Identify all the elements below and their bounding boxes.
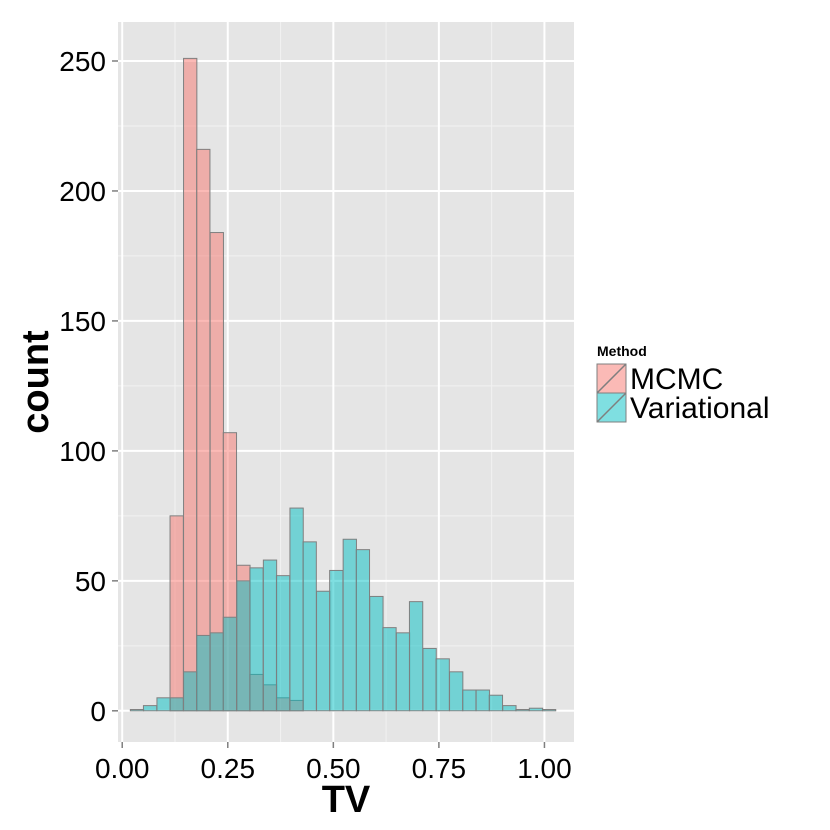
y-tick-label: 150: [59, 306, 106, 337]
histogram-bar: [488, 694, 504, 712]
y-axis-ticks: 0 50 100 150 200 250: [59, 46, 118, 727]
histogram-bar: [502, 705, 517, 712]
legend-title: Method: [597, 343, 647, 359]
histogram-bar: [169, 515, 184, 712]
histogram-bar: [395, 632, 411, 712]
histogram-bar: [183, 57, 198, 712]
histogram-bar: [435, 658, 450, 712]
histogram-bar: [196, 634, 211, 712]
histogram-bar: [475, 689, 490, 712]
histogram-bar: [342, 538, 357, 712]
histogram-bar: [169, 697, 184, 712]
legend-key-slash: [596, 363, 627, 394]
x-axis-title: TV: [322, 779, 371, 821]
y-tick-label: 0: [90, 696, 106, 727]
histogram-bar: [222, 616, 238, 712]
histogram-bar: [209, 632, 224, 712]
histogram-bar: [236, 580, 251, 712]
histogram-bar: [355, 549, 371, 712]
y-tick-label: 200: [59, 176, 106, 207]
histogram-bar: [316, 590, 331, 712]
legend-key-slash: [596, 392, 627, 423]
histogram-bar: [196, 148, 211, 712]
histogram-bar: [422, 647, 437, 712]
histogram-bar: [329, 569, 344, 712]
histogram-bar: [289, 507, 304, 712]
histogram-bar: [408, 601, 424, 712]
x-axis-ticks: 0.00 0.25 0.50 0.75 1.00: [95, 742, 572, 784]
x-tick-label: 0.25: [201, 753, 256, 784]
legend-label: MCMC: [630, 363, 723, 396]
variational-bars: [129, 507, 557, 712]
histogram-bar: [262, 559, 278, 712]
histogram-bar: [541, 709, 557, 712]
y-tick-label: 100: [59, 436, 106, 467]
histogram-bar: [156, 697, 171, 712]
histogram-bar: [382, 627, 397, 712]
x-tick-label: 0.75: [412, 753, 467, 784]
legend-label: Variational: [630, 392, 770, 425]
x-tick-label: 1.00: [517, 753, 572, 784]
histogram-bar: [302, 541, 317, 712]
y-tick-label: 50: [75, 566, 106, 597]
histogram-bar: [515, 709, 530, 712]
histogram-bar: [275, 575, 291, 712]
histogram-bar: [528, 707, 544, 712]
histogram-bar: [129, 709, 145, 712]
y-axis-title: count: [15, 330, 57, 434]
histogram-bar: [462, 689, 477, 712]
histogram-bar: [449, 671, 464, 712]
histogram-bar: [249, 567, 264, 712]
y-tick-label: 250: [59, 46, 106, 77]
x-tick-label: 0.00: [95, 753, 150, 784]
histogram-bar: [142, 705, 158, 712]
histogram-bar: [369, 595, 384, 712]
histogram-bar: [183, 671, 198, 712]
x-tick-label: 0.50: [306, 753, 361, 784]
